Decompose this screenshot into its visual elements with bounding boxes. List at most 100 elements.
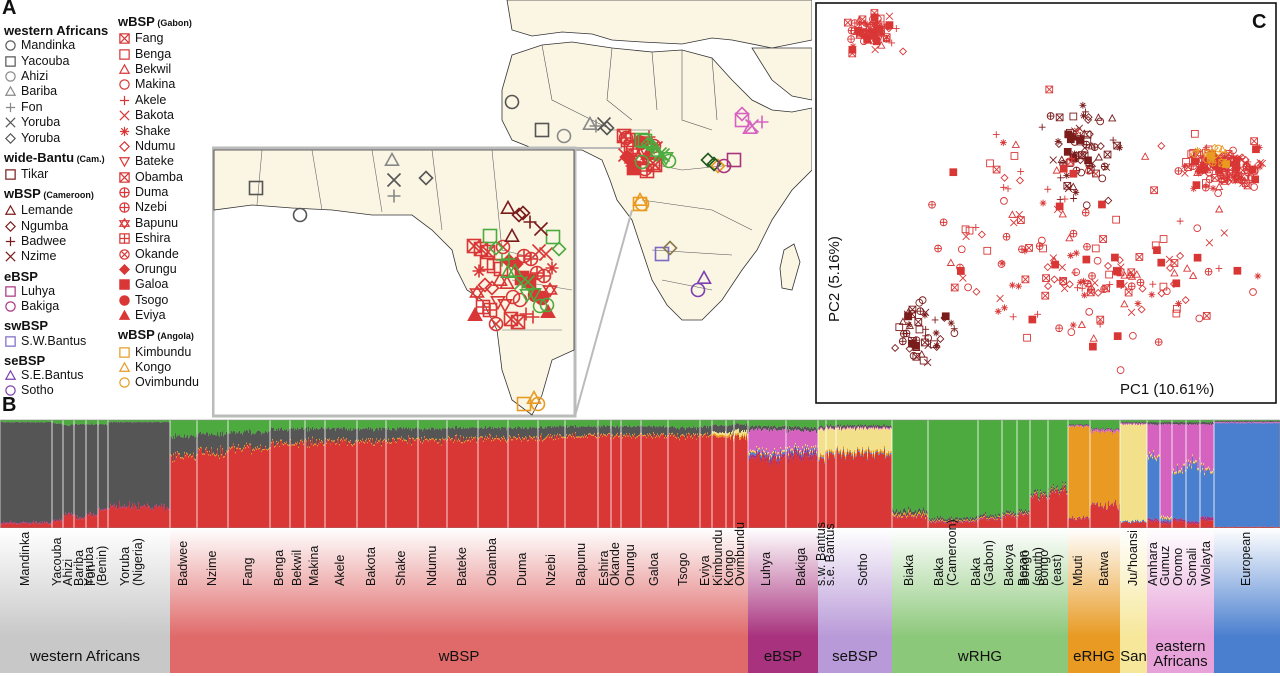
admix-segment [425, 439, 427, 441]
admix-segment [19, 422, 21, 524]
admix-segment [471, 437, 473, 528]
admix-segment [76, 518, 78, 520]
admix-segment [590, 420, 592, 427]
admix-segment [650, 426, 652, 435]
admix-segment [779, 430, 781, 457]
admix-segment [610, 428, 612, 438]
admix-segment [524, 420, 526, 429]
admix-segment [30, 522, 32, 524]
admix-segment [703, 420, 705, 427]
admix-segment [660, 426, 662, 435]
admix-segment [402, 441, 404, 528]
admix-segment [211, 447, 213, 449]
admix-segment [33, 520, 35, 523]
admix-segment [805, 452, 807, 528]
admix-segment [597, 420, 599, 427]
admix-segment [119, 502, 121, 528]
admix-segment [123, 420, 125, 423]
admix-segment [137, 510, 139, 528]
admix-segment [288, 446, 290, 528]
admix-segment [234, 447, 236, 528]
admix-segment [705, 434, 707, 528]
admix-segment [774, 452, 776, 456]
legend-marker [5, 220, 16, 232]
admix-segment [778, 429, 780, 453]
admix-segment [773, 451, 775, 452]
admix-segment [122, 422, 124, 506]
admix-segment [479, 428, 481, 438]
admix-segment [287, 420, 289, 432]
admix-segment [145, 506, 147, 528]
admix-segment [72, 515, 74, 528]
admix-segment [386, 428, 388, 441]
admix-segment [389, 442, 391, 444]
pca-point [1241, 155, 1250, 164]
admix-segment [57, 521, 59, 528]
admix-population [786, 420, 819, 528]
admix-segment [28, 420, 30, 423]
admix-segment [392, 439, 394, 528]
admix-segment [711, 420, 713, 427]
admix-segment [872, 428, 874, 455]
admix-segment [859, 451, 861, 453]
admix-segment [447, 428, 449, 440]
admix-segment [144, 422, 146, 505]
admix-segment [62, 423, 64, 521]
admix-segment [456, 426, 458, 435]
legend-item-label: Ahizi [21, 68, 49, 83]
pca-point [1067, 252, 1075, 260]
admix-segment [833, 453, 835, 455]
admix-segment [446, 440, 448, 442]
admix-segment [350, 420, 352, 428]
admix-segment [729, 433, 731, 437]
admix-segment [69, 420, 71, 427]
admix-segment [871, 450, 873, 453]
admix-segment [818, 426, 820, 430]
admix-segment [612, 420, 614, 426]
admix-segment [527, 420, 529, 430]
pca-point [1166, 263, 1175, 273]
admix-population [538, 420, 566, 528]
admix-segment [496, 435, 498, 437]
admix-segment [820, 428, 822, 454]
admix-segment [825, 426, 827, 428]
admix-segment [269, 431, 271, 448]
admix-segment [187, 434, 189, 454]
admix-segment [379, 420, 381, 428]
pca-point [1072, 249, 1080, 257]
admix-segment [216, 453, 218, 456]
admix-segment [864, 427, 866, 451]
admix-segment [592, 427, 594, 435]
admix-segment [40, 420, 42, 423]
admix-segment [802, 455, 804, 528]
admix-segment [820, 427, 822, 429]
admix-segment [590, 433, 592, 435]
admix-segment [834, 430, 836, 456]
admix-segment [805, 448, 807, 453]
admix-segment [381, 445, 383, 447]
admix-segment [8, 420, 10, 422]
admix-segment [716, 424, 718, 433]
admix-segment [715, 420, 717, 425]
admix-segment [14, 422, 16, 522]
admix-segment [180, 420, 182, 437]
pca-point [1153, 246, 1161, 255]
admix-segment [702, 436, 704, 438]
admix-segment [435, 420, 437, 429]
admix-segment [640, 425, 642, 434]
admix-segment [525, 420, 527, 427]
admix-segment [151, 508, 153, 510]
admix-segment [701, 426, 703, 435]
admix-segment [594, 433, 596, 435]
admix-segment [792, 449, 794, 451]
admix-segment [763, 428, 765, 451]
admix-segment [34, 523, 36, 525]
admix-segment [397, 437, 399, 440]
admix-segment [670, 436, 672, 528]
admix-segment [188, 438, 190, 457]
admix-segment [502, 439, 504, 528]
admix-segment [467, 427, 469, 441]
map-marker [511, 207, 527, 223]
admix-segment [262, 449, 264, 451]
map-marker [534, 122, 550, 138]
